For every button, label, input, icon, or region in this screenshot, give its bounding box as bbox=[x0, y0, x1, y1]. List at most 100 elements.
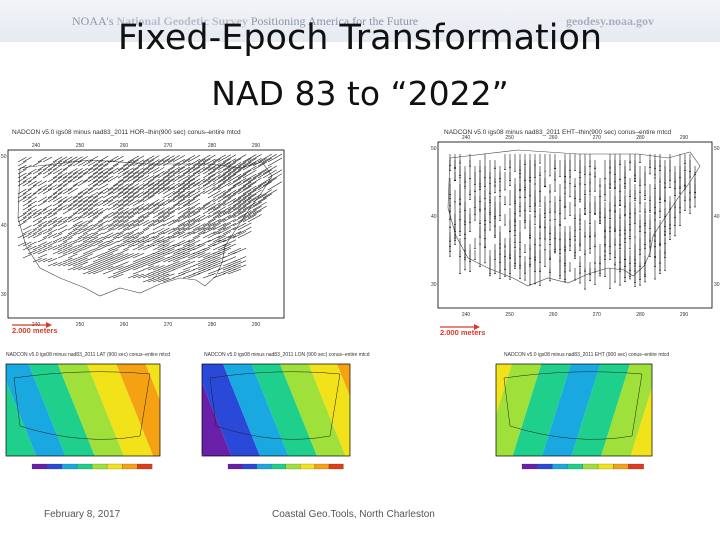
shift-vector bbox=[112, 155, 124, 163]
shift-vector bbox=[237, 169, 252, 179]
shift-vector bbox=[77, 224, 88, 231]
shift-vector bbox=[172, 231, 185, 239]
shift-vector bbox=[242, 181, 257, 191]
shift-vector bbox=[107, 261, 119, 267]
shift-vector bbox=[82, 224, 93, 231]
shift-vector bbox=[212, 222, 226, 231]
shift-vector bbox=[212, 178, 226, 187]
shift-vector bbox=[212, 162, 226, 171]
contour-band bbox=[202, 364, 260, 456]
plot-title: NADCON v5.0 igs08 minus nad83_2011 LON (… bbox=[204, 352, 370, 358]
shift-vector bbox=[87, 261, 99, 267]
shift-vector bbox=[162, 265, 175, 271]
shift-vector bbox=[182, 223, 196, 231]
shift-vector bbox=[97, 179, 109, 187]
plot-frame bbox=[5, 363, 161, 457]
shift-vector bbox=[112, 159, 124, 167]
shift-vector bbox=[87, 265, 99, 271]
shift-vector bbox=[122, 211, 134, 219]
shift-vector bbox=[57, 220, 68, 227]
shift-vector bbox=[132, 207, 145, 215]
shift-vector bbox=[217, 243, 231, 251]
shift-vector bbox=[112, 273, 124, 279]
shift-vector bbox=[77, 232, 88, 239]
shift-vector bbox=[92, 269, 104, 275]
shift-vector bbox=[92, 175, 104, 183]
slide-title-line1: Fixed-Epoch Transformation bbox=[117, 18, 603, 58]
shift-vector bbox=[167, 252, 180, 259]
shift-vector bbox=[52, 168, 63, 175]
plot-title: NADCON v5.0 igs08 minus nad83_2011 LAT (… bbox=[6, 352, 170, 358]
shift-vector bbox=[222, 227, 237, 235]
shift-vector bbox=[127, 191, 139, 199]
shift-vector bbox=[162, 277, 175, 283]
shift-vector bbox=[92, 179, 104, 187]
shift-vector bbox=[82, 175, 93, 183]
scale-label: 2.000 meters bbox=[440, 328, 486, 337]
shift-vector bbox=[147, 191, 160, 199]
shift-vector bbox=[102, 240, 114, 247]
shift-vector bbox=[142, 273, 155, 279]
colorbar-swatch bbox=[91, 463, 108, 470]
shift-vector bbox=[197, 166, 211, 175]
shift-vector bbox=[252, 205, 267, 215]
shift-vector bbox=[202, 273, 216, 279]
shift-vector bbox=[192, 214, 206, 223]
colorbar-swatch bbox=[76, 463, 93, 470]
shift-vector bbox=[37, 245, 47, 251]
shift-vector bbox=[22, 172, 32, 179]
height-shift-map: NADCON v5.0 igs08 minus nad83_2011 EHT (… bbox=[492, 352, 669, 482]
shift-vector bbox=[142, 244, 155, 251]
shift-vector bbox=[87, 183, 99, 191]
shift-vector bbox=[227, 268, 242, 275]
shift-vector bbox=[97, 187, 109, 195]
shift-vector bbox=[32, 249, 42, 255]
shift-vector bbox=[52, 188, 63, 195]
shift-vector bbox=[47, 220, 58, 227]
shift-vector bbox=[27, 229, 37, 235]
shift-vector bbox=[237, 193, 252, 203]
shift-vector bbox=[37, 184, 47, 191]
shift-vector bbox=[57, 160, 68, 167]
shift-vector bbox=[162, 256, 175, 263]
shift-vector bbox=[192, 264, 206, 271]
shift-vector bbox=[202, 158, 216, 167]
shift-vector bbox=[142, 257, 155, 263]
shift-vector bbox=[112, 224, 124, 231]
shift-vector bbox=[202, 198, 216, 207]
shift-vector bbox=[97, 261, 109, 267]
shift-vector bbox=[227, 210, 242, 219]
shift-vector bbox=[52, 249, 63, 255]
shift-vector bbox=[37, 258, 47, 263]
shift-vector bbox=[157, 277, 170, 283]
shift-vector bbox=[232, 218, 247, 227]
shift-vector bbox=[232, 166, 247, 175]
shift-vector bbox=[72, 204, 83, 211]
height-contour-plot bbox=[495, 363, 653, 470]
shift-vector bbox=[42, 184, 53, 191]
shift-vector bbox=[202, 223, 216, 231]
shift-vector bbox=[267, 181, 283, 191]
shift-vector bbox=[47, 176, 58, 183]
shift-vector bbox=[72, 228, 83, 235]
shift-vector bbox=[172, 155, 185, 163]
shift-vector bbox=[177, 223, 191, 231]
shift-vector bbox=[222, 194, 237, 203]
shift-vector bbox=[92, 207, 104, 215]
shift-vector bbox=[72, 176, 83, 183]
agency-tagline: Positioning America for the Future bbox=[250, 14, 419, 28]
shift-vector bbox=[177, 198, 191, 207]
colorbar-swatch bbox=[597, 463, 614, 470]
shift-vector bbox=[192, 178, 206, 187]
shift-vector bbox=[172, 198, 185, 207]
horizontal-shift-map: NADCON v5.0 igs08 minus nad83_2011 HOR–t… bbox=[0, 128, 286, 342]
shift-vector bbox=[72, 196, 83, 203]
shift-vector bbox=[232, 231, 247, 239]
shift-vector bbox=[212, 182, 226, 191]
shift-vector bbox=[152, 159, 165, 167]
shift-vector bbox=[197, 256, 211, 263]
shift-vector bbox=[77, 245, 88, 251]
shift-vector bbox=[22, 196, 32, 203]
contour-band bbox=[496, 364, 542, 456]
website-link[interactable]: geodesy.noaa.gov bbox=[565, 14, 654, 28]
